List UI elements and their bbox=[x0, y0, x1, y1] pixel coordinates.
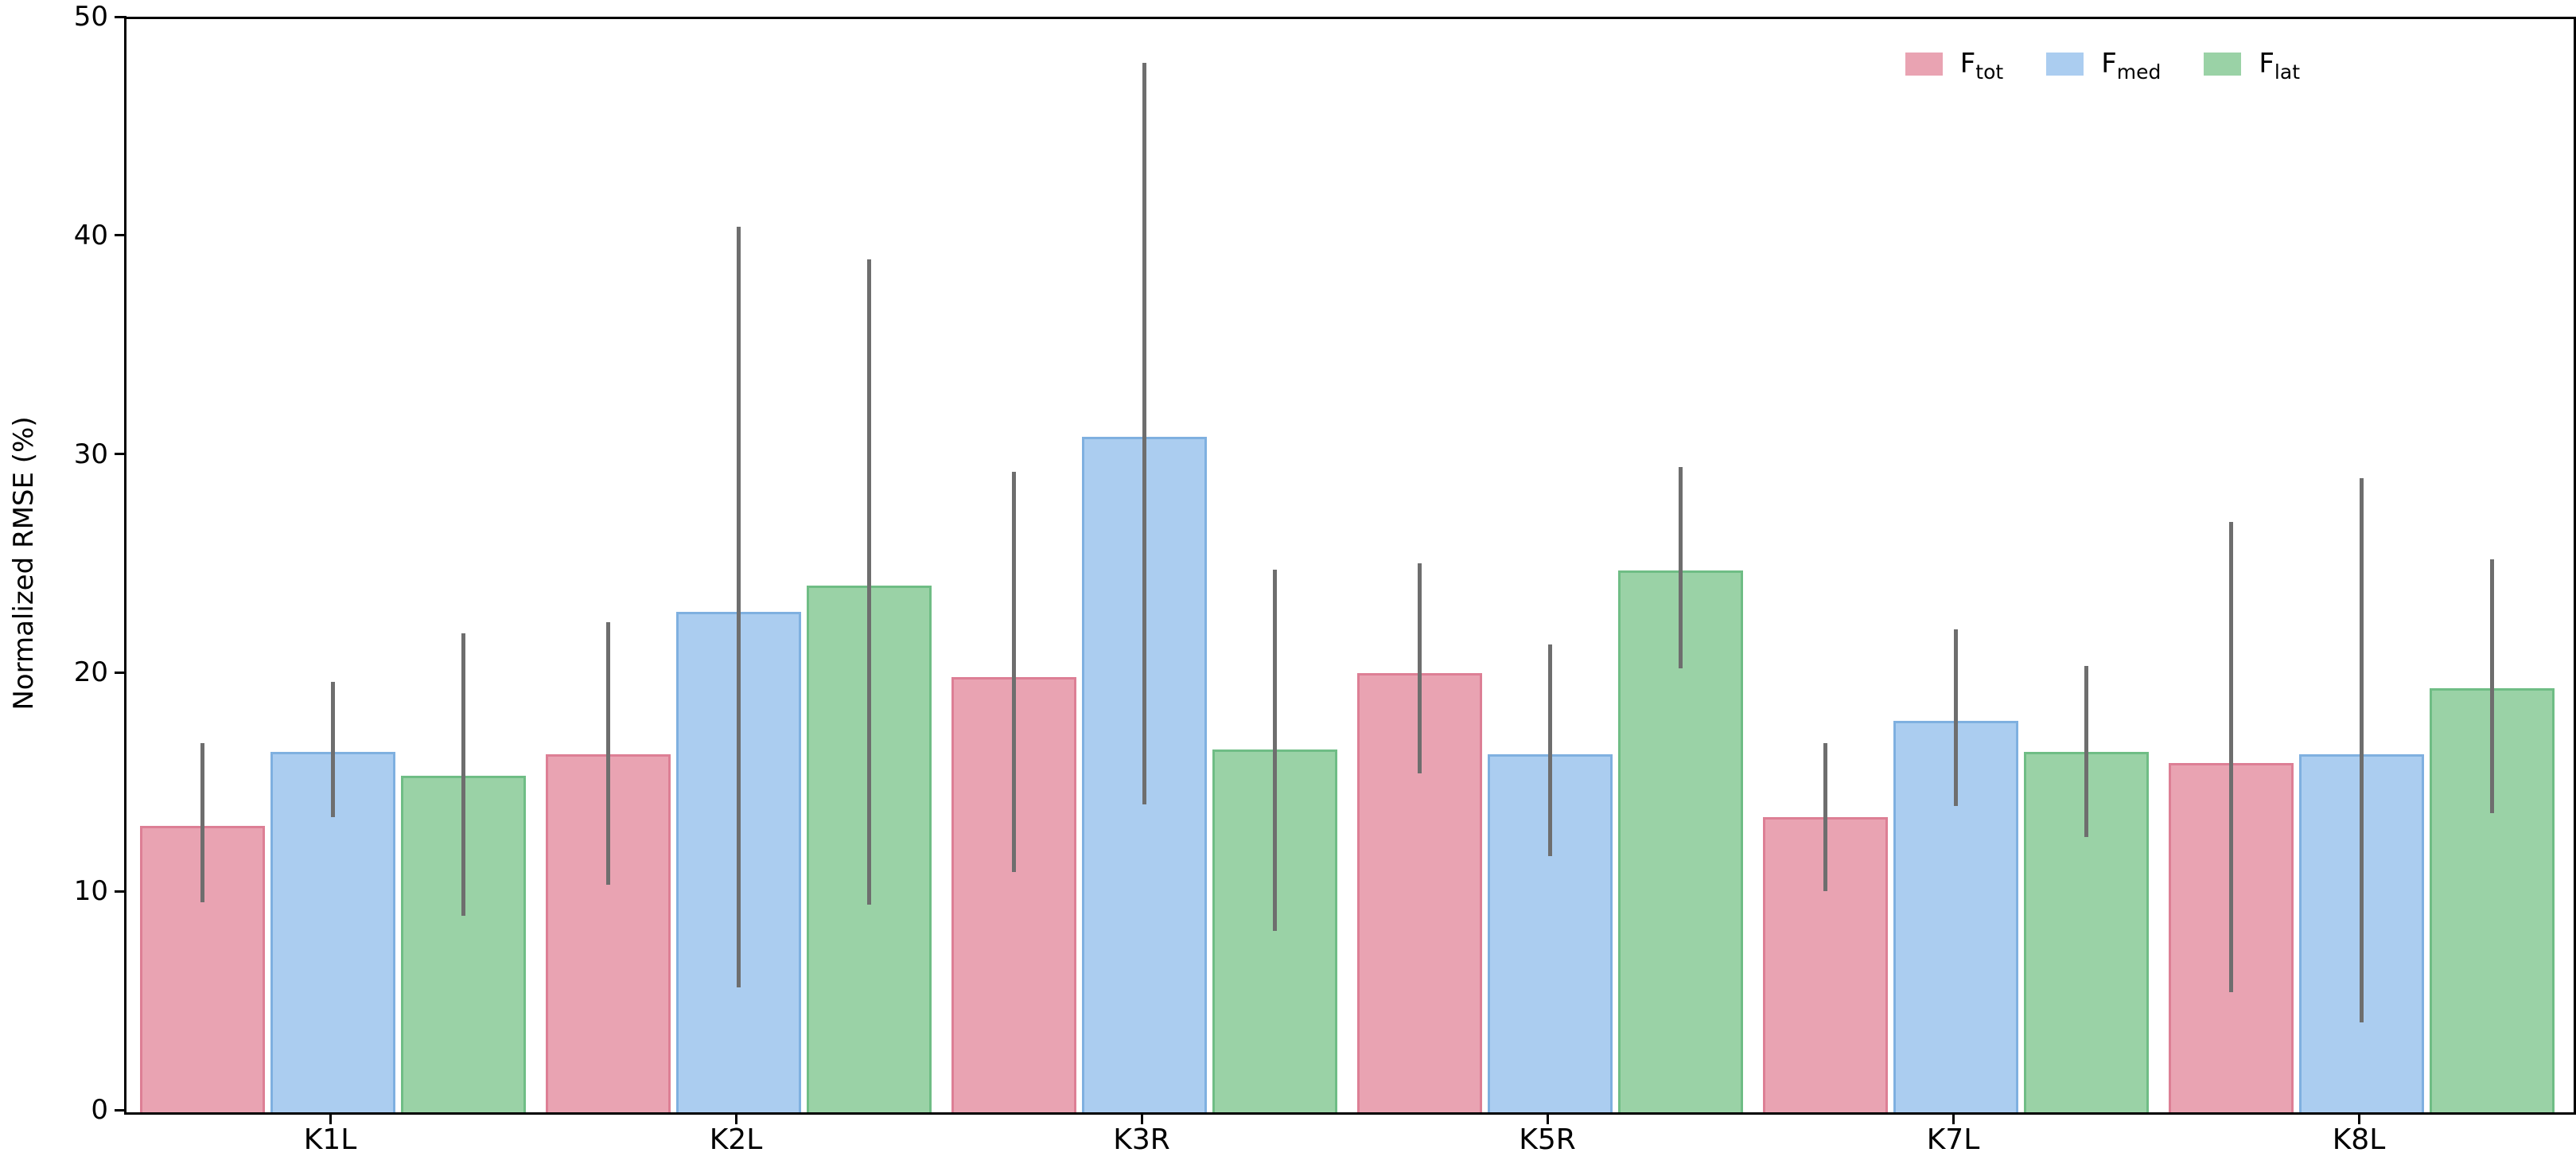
error-bar-F_tot-K3R bbox=[1011, 471, 1016, 872]
legend: Ftot Fmed Flat bbox=[1905, 48, 2300, 84]
x-tick-mark-K8L bbox=[2357, 1112, 2360, 1124]
legend-entry-F_lat: Flat bbox=[2204, 48, 2300, 84]
y-tick-label-50: 50 bbox=[73, 1, 108, 33]
error-bar-F_med-K7L bbox=[1953, 629, 1958, 807]
error-bar-F_med-K5R bbox=[1547, 644, 1552, 857]
legend-label-F_tot: Ftot bbox=[1959, 48, 2004, 84]
error-bar-F_med-K8L bbox=[2359, 478, 2364, 1023]
error-bar-F_tot-K7L bbox=[1823, 742, 1827, 892]
y-tick-mark-10 bbox=[115, 890, 126, 893]
x-tick-label-K1L: K1L bbox=[303, 1123, 357, 1156]
x-tick-label-K3R: K3R bbox=[1113, 1123, 1170, 1156]
legend-label-F_med: Fmed bbox=[2101, 48, 2162, 84]
x-tick-label-K7L: K7L bbox=[1926, 1123, 1980, 1156]
bar-F_lat-K1L bbox=[400, 776, 526, 1112]
plot-area: Ftot Fmed Flat bbox=[124, 17, 2576, 1115]
error-bar-F_lat-K1L bbox=[461, 633, 465, 916]
x-tick-mark-K2L bbox=[734, 1112, 737, 1124]
error-bar-F_lat-K8L bbox=[2489, 559, 2494, 813]
x-tick-mark-K1L bbox=[329, 1112, 332, 1124]
legend-swatch-F_med bbox=[2046, 52, 2084, 76]
x-tick-mark-K5R bbox=[1546, 1112, 1549, 1124]
x-tick-mark-K3R bbox=[1140, 1112, 1143, 1124]
legend-entry-F_med: Fmed bbox=[2046, 48, 2162, 84]
y-tick-label-30: 30 bbox=[73, 438, 108, 470]
bar-F_tot-K5R bbox=[1356, 672, 1482, 1112]
legend-entry-F_tot: Ftot bbox=[1905, 48, 2004, 84]
x-tick-label-K5R: K5R bbox=[1519, 1123, 1576, 1156]
error-bar-F_tot-K1L bbox=[200, 742, 204, 903]
error-bar-F_lat-K7L bbox=[2084, 666, 2088, 837]
bar-F_tot-K7L bbox=[1762, 817, 1888, 1112]
error-bar-F_tot-K5R bbox=[1417, 563, 1422, 774]
y-tick-mark-50 bbox=[115, 15, 126, 18]
y-tick-mark-40 bbox=[115, 234, 126, 237]
error-bar-F_lat-K2L bbox=[866, 259, 871, 905]
legend-swatch-F_lat bbox=[2204, 52, 2242, 76]
y-tick-label-0: 0 bbox=[91, 1094, 108, 1126]
error-bar-F_lat-K5R bbox=[1678, 467, 1683, 669]
error-bar-F_med-K1L bbox=[330, 681, 335, 818]
y-tick-mark-30 bbox=[115, 453, 126, 456]
legend-label-F_lat: Flat bbox=[2259, 48, 2300, 84]
error-bar-F_lat-K3R bbox=[1272, 570, 1277, 931]
x-tick-label-K2L: K2L bbox=[709, 1123, 763, 1156]
x-tick-mark-K7L bbox=[1951, 1112, 1955, 1124]
y-tick-mark-20 bbox=[115, 671, 126, 674]
y-tick-label-20: 20 bbox=[73, 656, 108, 689]
y-tick-mark-0 bbox=[115, 1108, 126, 1112]
error-bar-F_tot-K2L bbox=[605, 622, 610, 886]
y-tick-label-40: 40 bbox=[73, 219, 108, 251]
y-tick-label-10: 10 bbox=[73, 875, 108, 908]
x-tick-label-K8L: K8L bbox=[2332, 1123, 2386, 1156]
error-bar-F_med-K2L bbox=[736, 227, 741, 988]
legend-swatch-F_tot bbox=[1905, 52, 1943, 76]
error-bar-F_med-K3R bbox=[1142, 62, 1146, 804]
error-bar-F_tot-K8L bbox=[2228, 522, 2233, 992]
